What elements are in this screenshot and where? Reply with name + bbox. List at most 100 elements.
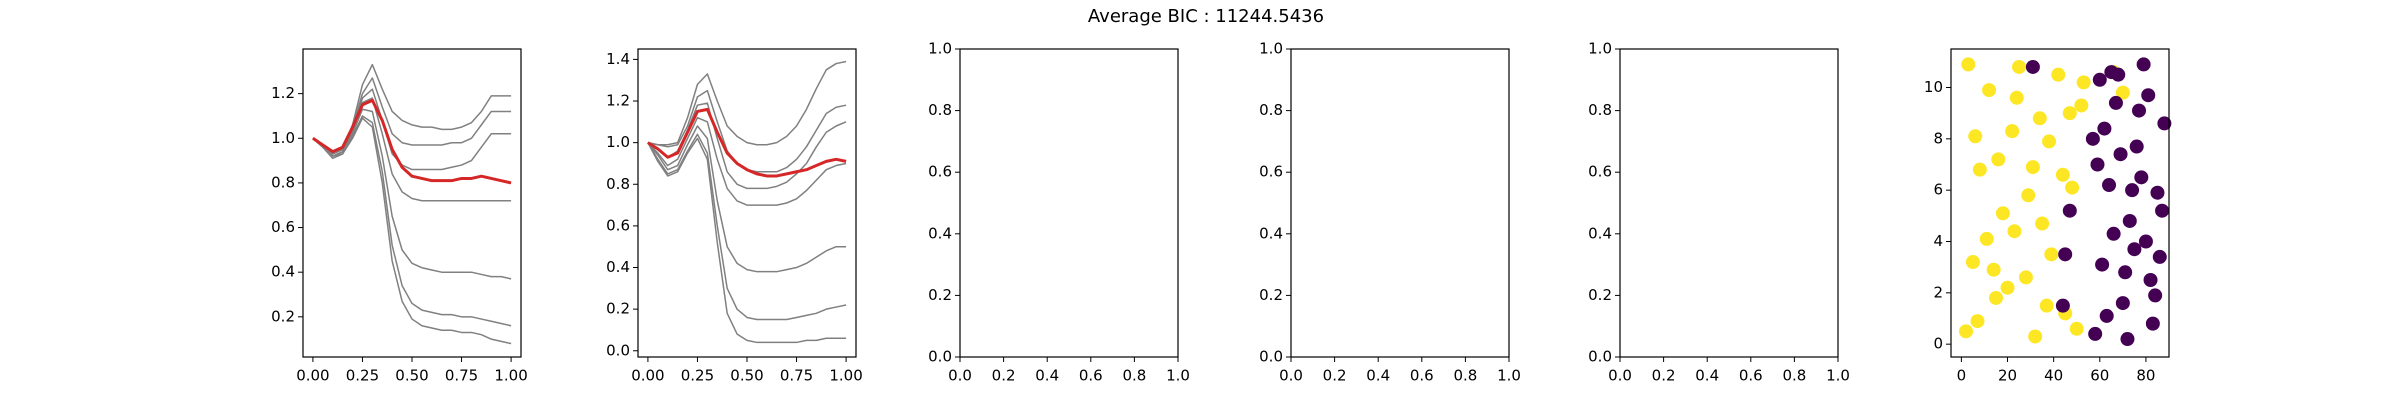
y-tick-label: 0.8 [1259, 101, 1283, 119]
y-tick-label: 0.8 [928, 101, 952, 119]
y-tick-label: 0.8 [1588, 101, 1612, 119]
axes-frame [637, 48, 857, 358]
scatter-point [1958, 324, 1973, 339]
scatter-point [1961, 57, 1976, 72]
x-tick-label: 1.0 [1826, 367, 1850, 385]
scatter-point [2102, 178, 2117, 193]
scatter-point [2148, 288, 2163, 303]
scatter-point [2113, 147, 2128, 162]
x-tick-label: 0.2 [1652, 367, 1676, 385]
scatter-point [2138, 234, 2153, 249]
x-tick-label: 0.4 [1695, 367, 1719, 385]
x-tick-label: 0.6 [1079, 367, 1103, 385]
scatter-point [2062, 106, 2077, 121]
scatter-point [2120, 332, 2135, 347]
plot-background [303, 49, 521, 357]
x-tick-label: 1.00 [829, 367, 862, 385]
y-tick-label: 0.8 [606, 175, 630, 193]
scatter-point [2044, 247, 2059, 262]
y-tick-label: 0.6 [928, 163, 952, 181]
subplot: 0.0 0.2 0.4 0.6 0.8 1.0 0.0 0.2 0.4 0.6 0.8 1.0 [928, 40, 1190, 385]
scatter-point [2042, 134, 2057, 149]
scatter-point [2150, 185, 2165, 200]
subplot: 0 20 40 60 80 0 2 4 6 8 10 [1924, 48, 2172, 385]
x-tick-label: 0.6 [1410, 367, 1434, 385]
series-line [647, 60, 847, 146]
series-line [647, 137, 847, 344]
scatter-point [2088, 326, 2103, 341]
scatter-point [2051, 67, 2066, 82]
x-tick-label: 20 [1998, 367, 2017, 385]
x-tick-label: 0.00 [296, 367, 329, 385]
scatter-point [1988, 290, 2003, 305]
x-tick-label: 1.0 [1497, 367, 1521, 385]
x-tick-label: 1.00 [494, 367, 527, 385]
series-line [312, 108, 512, 280]
series-line [647, 125, 847, 273]
y-tick-label: 0.4 [606, 258, 630, 276]
scatter-point [2012, 59, 2027, 74]
scatter-point [2025, 160, 2040, 175]
y-tick-label: 0.4 [928, 224, 952, 242]
scatter-point [2032, 111, 2047, 126]
x-tick-label: 0.0 [1279, 367, 1303, 385]
scatter-point [2136, 57, 2151, 72]
plot-background [960, 49, 1178, 357]
series-line [312, 98, 512, 185]
x-tick-label: 1.0 [1166, 367, 1190, 385]
scatter-point [2095, 257, 2110, 272]
x-tick-label: 0.4 [1035, 367, 1059, 385]
scatter-point [2062, 203, 2077, 218]
scatter-point [2090, 157, 2105, 172]
axes-frame [1950, 48, 2170, 358]
axes-frame [959, 48, 1179, 358]
scatter-point [2129, 139, 2144, 154]
series-line [647, 116, 847, 206]
scatter-point [2035, 216, 2050, 231]
y-tick-label: 0.2 [606, 300, 630, 318]
scatter-point [2021, 188, 2036, 203]
axes-frame [1619, 48, 1839, 358]
scatter-point [2152, 249, 2167, 264]
x-tick-label: 0.25 [346, 367, 379, 385]
x-tick-label: 0.0 [948, 367, 972, 385]
scatter-point [2065, 180, 2080, 195]
axes-frame [1290, 48, 1510, 358]
x-tick-label: 80 [2136, 367, 2155, 385]
scatter-point [2018, 270, 2033, 285]
scatter-point [2143, 273, 2158, 287]
y-tick-label: 8 [1933, 129, 1943, 147]
y-tick-label: 0.2 [1588, 286, 1612, 304]
scatter-point [2127, 242, 2142, 257]
scatter-point [2025, 59, 2040, 74]
x-tick-label: 0.4 [1366, 367, 1390, 385]
scatter-point [2115, 85, 2130, 100]
y-tick-label: 0.0 [606, 341, 630, 359]
scatter-point [2132, 103, 2147, 118]
scatter-point [2009, 90, 2024, 105]
scatter-point [2055, 298, 2070, 313]
subplot: 0.0 0.2 0.4 0.6 0.8 1.0 0.0 0.2 0.4 0.6 0.8 1.0 [1588, 40, 1850, 385]
scatter-point [2157, 116, 2172, 131]
series-line [647, 107, 847, 178]
x-tick-label: 40 [2044, 367, 2063, 385]
subplot: 0.0 0.2 0.4 0.6 0.8 1.0 0.0 0.2 0.4 0.6 0.8 1.0 [1259, 40, 1521, 385]
figure-title: Average BIC : 11244.5436 [1088, 6, 1324, 27]
x-tick-label: 0.75 [780, 367, 813, 385]
scatter-point [1972, 162, 1987, 177]
y-tick-label: 0.4 [1259, 224, 1283, 242]
y-tick-label: 0.0 [1588, 348, 1612, 366]
y-tick-label: 0.4 [1588, 224, 1612, 242]
x-tick-label: 0.50 [395, 367, 428, 385]
x-tick-label: 0.0 [1608, 367, 1632, 385]
y-tick-label: 2 [1933, 283, 1943, 301]
y-tick-label: 0.6 [271, 218, 295, 236]
scatter-point [2097, 121, 2112, 136]
x-tick-label: 0.8 [1122, 367, 1146, 385]
scatter-point [2099, 308, 2114, 323]
scatter-point [2028, 329, 2043, 344]
x-tick-label: 0.2 [992, 367, 1016, 385]
scatter-point [2058, 247, 2073, 262]
y-tick-label: 1.2 [271, 84, 295, 102]
